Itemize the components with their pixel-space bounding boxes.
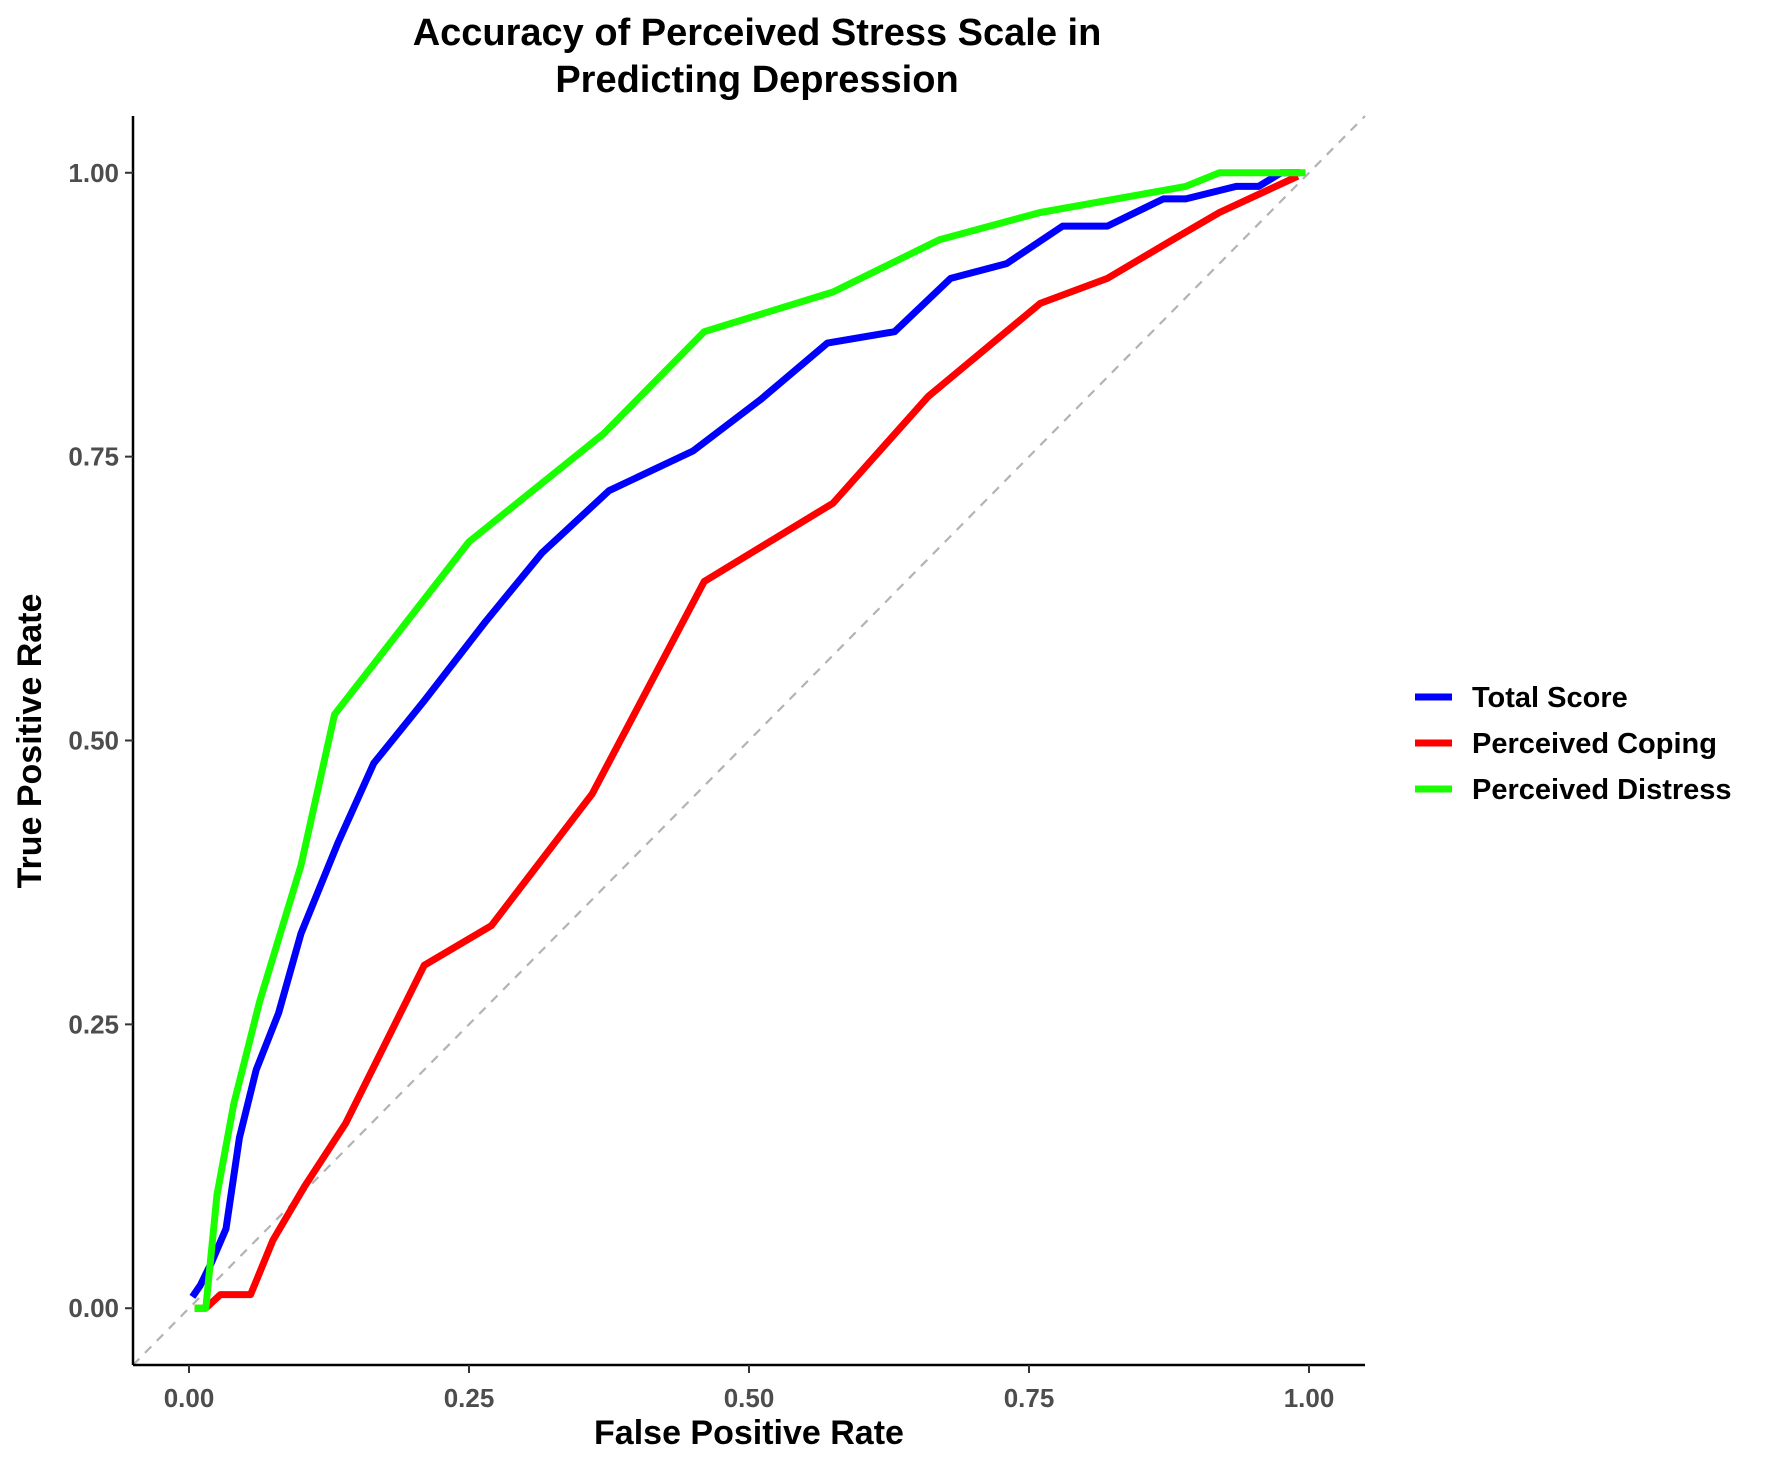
y-tick-label: 0.75	[68, 442, 119, 472]
reference-diagonal-line	[132, 115, 1366, 1366]
x-tick-label: 1.00	[1284, 1383, 1335, 1413]
series-line-perceived-coping	[194, 173, 1300, 1312]
y-axis-title: True Positive Rate	[11, 594, 49, 889]
x-tick-label: 0.25	[444, 1383, 495, 1413]
x-tick-label: 0.75	[1004, 1383, 1055, 1413]
y-tick-label: 1.00	[68, 158, 119, 188]
chart-title-line-2: Predicting Depression	[555, 59, 958, 101]
y-tick-label: 0.25	[68, 1009, 119, 1039]
plot-area	[132, 115, 1366, 1366]
series-layer	[189, 169, 1306, 1312]
legend: Total Score Perceived Coping Perceived Dis…	[1415, 682, 1732, 806]
reference-line-layer	[132, 115, 1366, 1366]
y-tick-label: 0.00	[68, 1293, 119, 1323]
x-axis-title: False Positive Rate	[594, 1414, 904, 1452]
series-line-total-score	[189, 169, 1300, 1299]
x-axis-ticks: 0.00 0.25 0.50 0.75 1.00	[164, 1365, 1335, 1413]
x-tick-label: 0.00	[164, 1383, 215, 1413]
y-axis-ticks: 0.00 0.25 0.50 0.75 1.00	[68, 158, 133, 1323]
chart-title-line-1: Accuracy of Perceived Stress Scale in	[413, 12, 1102, 54]
legend-label-perceived-coping: Perceived Coping	[1472, 728, 1717, 760]
chart-title: Accuracy of Perceived Stress Scale in Pr…	[413, 12, 1102, 101]
legend-label-perceived-distress: Perceived Distress	[1472, 774, 1732, 806]
axes: 0.00 0.25 0.50 0.75 1.00 0.00 0.25 0.50 0.75 1.0…	[68, 116, 1365, 1413]
y-tick-label: 0.50	[68, 726, 119, 756]
x-tick-label: 0.50	[724, 1383, 775, 1413]
legend-label-total-score: Total Score	[1472, 682, 1628, 714]
series-line-perceived-distress	[194, 169, 1306, 1312]
